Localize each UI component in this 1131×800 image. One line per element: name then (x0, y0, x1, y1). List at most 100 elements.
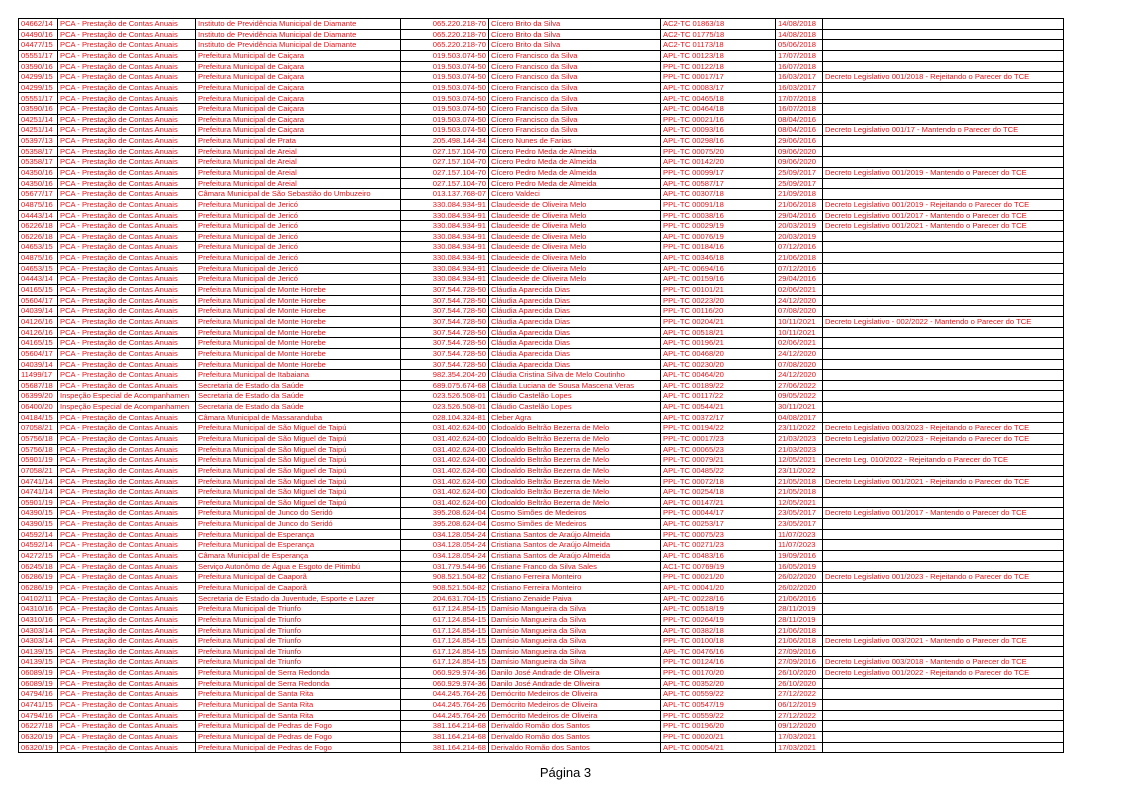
entity: Prefeitura Municipal de Caiçara (195, 113, 401, 126)
process-type: PCA - Prestação de Contas Anuais (57, 422, 196, 434)
legislative-note: Decreto Legislativo 001/17 - Mantendo o … (822, 124, 1064, 137)
table-row: 06089/19 PCA - Prestação de Contas Anuais… (18, 677, 1064, 690)
responsible-name: Claudeeide de Oliveira Melo (488, 241, 661, 254)
process-number: 05687/18 (18, 379, 58, 392)
entity: Prefeitura Municipal de Jericó (195, 230, 401, 243)
process-type: PCA - Prestação de Contas Anuais (57, 49, 196, 62)
decision-date: 19/09/2016 (775, 550, 823, 562)
responsible-name: Cícero Pedro Meda de Almeida (488, 166, 661, 179)
decision: PPL-TC 00020/21 (660, 730, 776, 743)
empty-cell (822, 49, 1064, 62)
responsible-name: Cristiana Santos de Araújo Almeida (488, 539, 661, 552)
entity: Secretaria de Estado da Juventude, Espor… (195, 592, 401, 605)
responsible-name: Derivaldo Romão dos Santos (488, 730, 661, 743)
responsible-name: Danilo José Andrade de Oliveira (488, 667, 661, 679)
legislative-note: Decreto Legislativo - 002/2022 - Mantend… (822, 315, 1064, 328)
responsible-name: Cláudia Aparecida Dias (488, 358, 661, 371)
cpf: 381.164.214-68 (400, 730, 489, 743)
process-number: 04251/14 (18, 113, 58, 126)
decision-date: 16/07/2018 (775, 103, 823, 115)
legislative-note: Decreto Legislativo 001/2017 - Mantendo … (822, 209, 1064, 222)
responsible-name: Damísio Mangueira da Silva (488, 613, 661, 626)
table-row: 05677/17 PCA - Prestação de Contas Anuais… (18, 188, 1064, 200)
empty-cell (822, 443, 1064, 456)
cpf: 023.526.508-01 (400, 401, 489, 413)
empty-cell (822, 230, 1064, 243)
responsible-name: Clodoaldo Beltrão Bezerra de Melo (488, 454, 661, 466)
decision: APL-TC 00123/18 (660, 49, 776, 62)
process-type: PCA - Prestação de Contas Anuais (57, 667, 196, 679)
table-row: 04794/16 PCA - Prestação de Contas Anuais… (18, 688, 1064, 700)
decision-date: 16/03/2017 (775, 81, 823, 94)
table-row: 04184/15 PCA - Prestação de Contas Anuais… (18, 411, 1064, 424)
entity: Prefeitura Municipal de São Miguel de Ta… (195, 464, 401, 477)
process-type: PCA - Prestação de Contas Anuais (57, 284, 196, 296)
process-type: PCA - Prestação de Contas Anuais (57, 464, 196, 477)
responsible-name: Claudeeide de Oliveira Melo (488, 262, 661, 275)
cpf: 060.929.974-36 (400, 667, 489, 679)
responsible-name: Cícero Pedro Meda de Almeida (488, 145, 661, 158)
cpf: 031.402.624-00 (400, 496, 489, 509)
decision-date: 25/09/2017 (775, 166, 823, 179)
decision: APL-TC 00189/22 (660, 379, 776, 392)
decision-date: 12/05/2021 (775, 454, 823, 466)
table-row: 04126/16 PCA - Prestação de Contas Anuais… (18, 315, 1064, 328)
decision-date: 17/03/2021 (775, 741, 823, 754)
responsible-name: Demócrito Medeiros de Oliveira (488, 709, 661, 722)
decision: APL-TC 00476/16 (660, 645, 776, 658)
decision: APL-TC 00464/20 (660, 369, 776, 381)
cpf: 617.124.854-15 (400, 603, 489, 615)
decision: PPL-TC 00196/20 (660, 720, 776, 732)
process-type: PCA - Prestação de Contas Anuais (57, 241, 196, 254)
process-number: 04184/15 (18, 411, 58, 424)
empty-cell (822, 103, 1064, 115)
legislative-note: Decreto Legislativo 003/2018 - Mantendo … (822, 656, 1064, 669)
decision-date: 11/07/2023 (775, 528, 823, 541)
entity: Prefeitura Municipal de Caaporã (195, 581, 401, 594)
process-number: 05901/19 (18, 496, 58, 509)
decision-date: 21/03/2023 (775, 443, 823, 456)
decision-date: 28/11/2019 (775, 613, 823, 626)
table-row: 05358/17 PCA - Prestação de Contas Anuais… (18, 156, 1064, 168)
decision: APL-TC 00065/23 (660, 443, 776, 456)
decision-date: 02/06/2021 (775, 284, 823, 296)
empty-cell (822, 347, 1064, 360)
decision-date: 21/06/2016 (775, 592, 823, 605)
responsible-name: Derivaldo Romão dos Santos (488, 741, 661, 754)
responsible-name: Cícero Francisco da Silva (488, 124, 661, 137)
table-row: 06286/19 PCA - Prestação de Contas Anuais… (18, 571, 1064, 583)
process-type: PCA - Prestação de Contas Anuais (57, 624, 196, 637)
process-number: 06399/20 (18, 390, 58, 403)
responsible-name: Cícero Francisco da Silva (488, 49, 661, 62)
empty-cell (822, 486, 1064, 498)
decision-date: 08/04/2016 (775, 124, 823, 137)
entity: Prefeitura Municipal de Caiçara (195, 103, 401, 115)
decision: APL-TC 00196/21 (660, 337, 776, 349)
table-row: 04653/15 PCA - Prestação de Contas Anuais… (18, 262, 1064, 275)
table-row: 06227/18 PCA - Prestação de Contas Anuais… (18, 720, 1064, 732)
decision: PPL-TC 00101/21 (660, 284, 776, 296)
process-type: PCA - Prestação de Contas Anuais (57, 603, 196, 615)
responsible-name: Cícero Francisco da Silva (488, 92, 661, 105)
decision-date: 24/12/2020 (775, 347, 823, 360)
decision-date: 08/04/2016 (775, 113, 823, 126)
process-type: PCA - Prestação de Contas Anuais (57, 645, 196, 658)
empty-cell (822, 581, 1064, 594)
empty-cell (822, 135, 1064, 147)
table-row: 04875/16 PCA - Prestação de Contas Anuais… (18, 198, 1064, 211)
empty-cell (822, 262, 1064, 275)
cpf: 044.245.764-26 (400, 699, 489, 711)
cpf: 019.503.074-50 (400, 49, 489, 62)
process-type: PCA - Prestação de Contas Anuais (57, 209, 196, 222)
entity: Prefeitura Municipal de Monte Horebe (195, 358, 401, 371)
process-type: PCA - Prestação de Contas Anuais (57, 347, 196, 360)
table-row: 04477/15 PCA - Prestação de Contas Anuais… (18, 39, 1064, 51)
entity: Prefeitura Municipal de Pedras de Fogo (195, 741, 401, 754)
decision: PPL-TC 00099/17 (660, 166, 776, 179)
table-row: 06320/19 PCA - Prestação de Contas Anuais… (18, 730, 1064, 743)
entity: Prefeitura Municipal de Serra Redonda (195, 677, 401, 690)
process-number: 06226/18 (18, 230, 58, 243)
table-row: 06399/20 Inspeção Especial de Acompanhame… (18, 390, 1064, 403)
table-row: 04653/15 PCA - Prestação de Contas Anuais… (18, 241, 1064, 254)
decision-date: 09/05/2022 (775, 390, 823, 403)
